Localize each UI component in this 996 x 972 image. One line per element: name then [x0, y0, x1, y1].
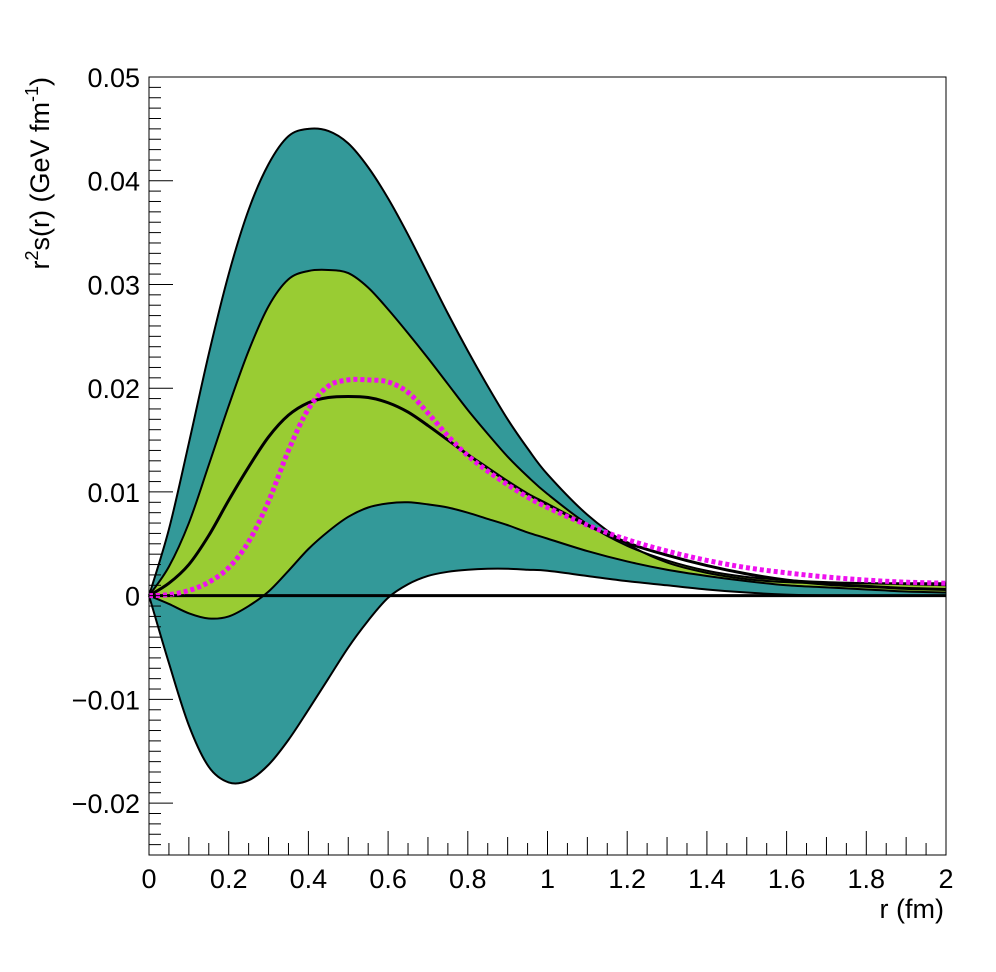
x-tick-label: 1.4 — [688, 864, 726, 894]
y-axis-title-sup1: 2 — [22, 251, 42, 261]
lines-layer — [148, 127, 947, 785]
dotted-line — [148, 376, 947, 599]
x-tick-label: 0.2 — [210, 864, 248, 894]
y-tick-label: 0.02 — [87, 374, 140, 404]
x-tick-label: 0 — [141, 864, 156, 894]
y-tick-label: 0.05 — [87, 63, 140, 93]
outer-band-lower-line — [148, 567, 946, 785]
bands-layer — [149, 128, 946, 784]
x-axis-title: r (fm) — [880, 894, 944, 924]
inner-band-upper-line — [148, 268, 947, 597]
y-tick-label: 0 — [125, 582, 140, 612]
x-tick-label: 0.8 — [449, 864, 487, 894]
x-axis: 0 0.2 0.4 0.6 0.8 1 1.2 1.4 1.6 1.8 2 — [141, 831, 954, 894]
inner-band — [149, 269, 946, 619]
y-axis: −0.02 −0.01 0 0.01 0.02 0.03 0.04 0.05 — [72, 63, 173, 856]
x-tick-label: 1.6 — [768, 864, 806, 894]
x-tick-label: 1 — [540, 864, 555, 894]
outer-band-upper-line — [148, 127, 946, 596]
x-tick-label: 0.6 — [369, 864, 407, 894]
central-line — [148, 394, 947, 597]
y-tick-label: 0.04 — [87, 167, 140, 197]
y-tick-label: −0.02 — [72, 789, 140, 819]
x-tick-label: 1.2 — [608, 864, 646, 894]
y-tick-label: −0.01 — [72, 685, 140, 715]
y-axis-title-base: r — [25, 261, 55, 270]
x-tick-label: 2 — [938, 864, 953, 894]
inner-band-lower-line — [148, 501, 947, 620]
y-tick-label: 0.03 — [87, 270, 140, 300]
y-axis-title-sup2: -1 — [22, 86, 42, 102]
y-axis-title: r2s(r) (GeV fm-1) — [22, 77, 55, 270]
y-axis-title-mid: s(r) (GeV fm — [25, 102, 55, 251]
x-tick-label: 1.8 — [848, 864, 886, 894]
y-tick-label: 0.01 — [87, 478, 140, 508]
x-tick-label: 0.4 — [290, 864, 328, 894]
y-axis-title-end: ) — [25, 77, 55, 86]
